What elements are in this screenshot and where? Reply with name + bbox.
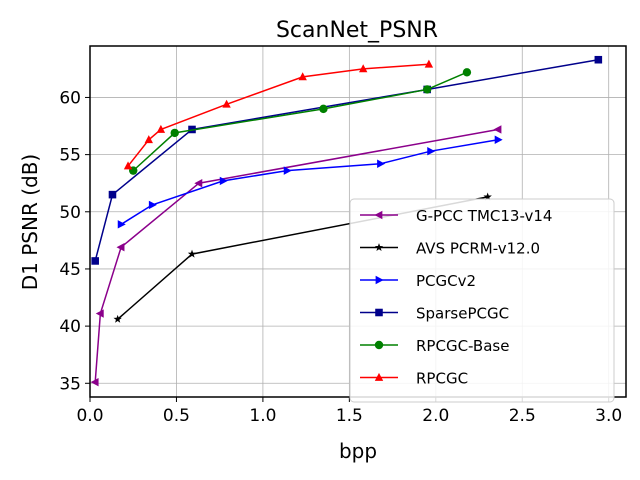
data-point <box>113 314 122 323</box>
data-point <box>91 257 99 265</box>
data-point <box>594 55 603 64</box>
data-point <box>187 249 197 258</box>
legend-marker <box>374 340 384 350</box>
data-point <box>116 243 125 252</box>
legend-label: AVS PCRM-v12.0 <box>416 240 540 258</box>
y-tick-label: 55 <box>59 146 81 166</box>
legend-label: G-PCC TMC13-v14 <box>416 207 552 225</box>
legend-label: RPCGC <box>416 370 468 388</box>
data-point <box>148 200 157 210</box>
data-point <box>108 190 117 199</box>
legend-marker <box>375 308 383 317</box>
data-point <box>194 179 203 188</box>
legend-item-sparsepcgc: SparsePCGC <box>360 305 509 323</box>
data-point <box>319 104 328 114</box>
data-point <box>95 309 104 318</box>
data-point <box>427 146 436 156</box>
legend-item-avs-pcrm-v12-0: AVS PCRM-v12.0 <box>360 240 540 258</box>
x-tick-label: 1.5 <box>336 406 363 426</box>
legend: G-PCC TMC13-v14 AVS PCRM-v12.0 PCGCv2 Spars… <box>349 198 615 403</box>
x-tick-label: 0.5 <box>163 406 190 426</box>
data-point <box>222 99 231 108</box>
x-tick-label: 1.0 <box>249 406 276 426</box>
x-tick-label: 3.0 <box>595 406 622 426</box>
y-tick-label: 35 <box>59 374 81 394</box>
data-point <box>117 220 126 229</box>
x-axis-label: bpp <box>339 439 377 463</box>
data-point <box>90 377 99 387</box>
data-point <box>219 176 228 186</box>
data-point <box>483 192 492 201</box>
y-tick-label: 40 <box>59 317 81 337</box>
data-point <box>493 125 502 134</box>
series-pcgcv2 <box>117 135 503 229</box>
legend-box <box>349 198 615 403</box>
data-point <box>424 59 434 68</box>
x-tick-label: 0.0 <box>76 406 103 426</box>
y-tick-label: 45 <box>59 260 81 280</box>
data-point <box>462 68 472 77</box>
x-tick-label: 2.5 <box>509 406 536 426</box>
y-axis-label: D1 PSNR (dB) <box>18 154 42 290</box>
y-tick-label: 60 <box>59 88 81 108</box>
data-point <box>377 159 386 168</box>
y-tick-label: 50 <box>59 203 81 223</box>
series-rpcgc-base <box>129 68 472 175</box>
data-point <box>156 124 166 133</box>
data-point <box>298 72 307 81</box>
ticks: 0.0 0.5 1.0 1.5 2.0 2.5 3.0 35 40 45 50 55 60 <box>59 88 622 426</box>
data-point <box>494 135 503 144</box>
legend-item-g-pcc-tmc13-v14: G-PCC TMC13-v14 <box>360 207 552 225</box>
legend-marker <box>375 275 384 285</box>
plot-area <box>90 55 603 387</box>
legend-item-rpcgc-base: RPCGC-Base <box>360 337 509 355</box>
series-rpcgc <box>123 59 434 170</box>
legend-label: PCGCv2 <box>416 272 476 290</box>
x-tick-label: 2.0 <box>422 406 449 426</box>
data-point <box>422 85 432 94</box>
legend-marker <box>374 372 384 381</box>
data-point <box>283 166 292 175</box>
data-point <box>144 135 153 144</box>
data-point <box>123 161 133 170</box>
series-g-pcc-tmc13-v14 <box>90 125 502 387</box>
data-point <box>358 64 368 73</box>
legend-item-pcgcv2: PCGCv2 <box>360 272 476 290</box>
legend-marker <box>374 210 383 220</box>
legend-label: SparsePCGC <box>416 305 509 323</box>
legend-marker <box>374 243 384 252</box>
legend-item-rpcgc: RPCGC <box>360 370 468 388</box>
legend-label: RPCGC-Base <box>416 337 509 355</box>
data-point <box>170 128 179 138</box>
chart-title: ScanNet_PSNR <box>276 18 438 43</box>
